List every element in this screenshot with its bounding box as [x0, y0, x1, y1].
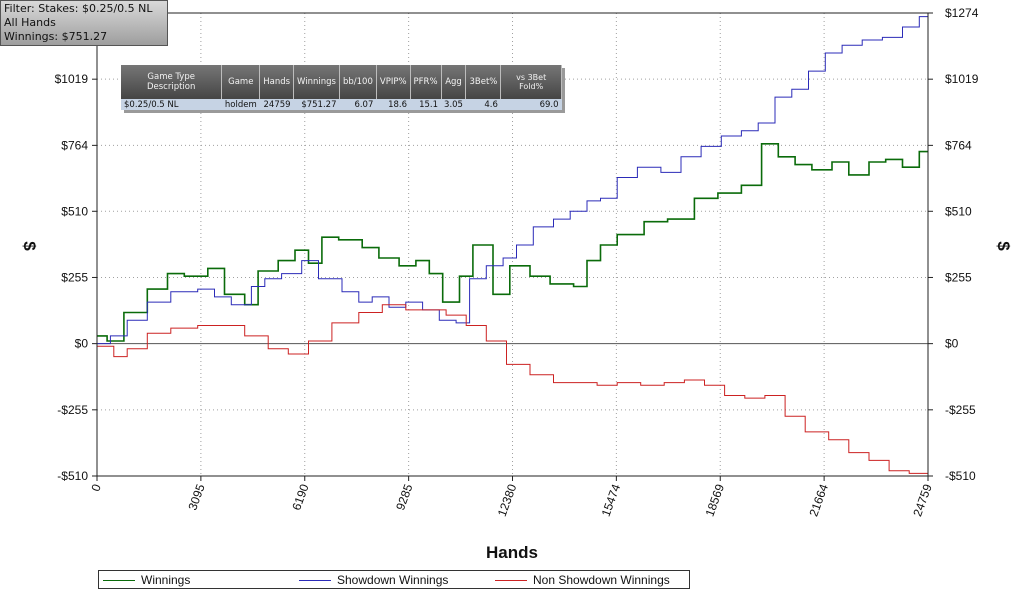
col-header-hands[interactable]: Hands — [259, 65, 295, 99]
col-header-game[interactable]: Game — [221, 65, 261, 99]
y-tick-label-left: $255 — [61, 270, 88, 284]
y-tick-label-right: -$510 — [945, 469, 976, 483]
y-tick-label-left: -$510 — [57, 469, 88, 483]
chart-legend: Winnings Showdown Winnings Non Showdown … — [98, 570, 690, 589]
x-tick-label: 12380 — [495, 482, 520, 518]
x-tick-label: 18569 — [702, 482, 727, 518]
y-tick-label-right: $510 — [945, 204, 972, 218]
x-tick-label: 24759 — [910, 482, 935, 518]
legend-swatch-showdown — [299, 579, 331, 581]
filter-info-box: Filter: Stakes: $0.25/0.5 NL All Hands W… — [0, 0, 168, 46]
series-line-winnings — [97, 143, 928, 342]
col-header-game-type[interactable]: Game Type Description — [121, 65, 223, 99]
legend-item-showdown[interactable]: Showdown Winnings — [299, 572, 448, 588]
legend-label-winnings: Winnings — [141, 573, 191, 587]
cell-winnings: $751.27 — [293, 99, 340, 110]
series-line-non_showdown — [97, 304, 929, 476]
legend-swatch-winnings — [103, 579, 135, 581]
y-tick-label-right: $764 — [945, 138, 972, 152]
cell-hands: 24759 — [259, 99, 294, 110]
cell-vs3bet-fold: 69.0 — [500, 99, 562, 110]
y-tick-label-left: $764 — [61, 138, 88, 152]
y-tick-label-right: $1019 — [945, 72, 979, 86]
x-tick-label: 15474 — [599, 482, 624, 518]
plot-frame — [96, 12, 929, 477]
x-axis-title: Hands — [486, 543, 538, 562]
cell-pfr: 15.1 — [410, 99, 442, 110]
cell-game: holdem — [221, 99, 260, 110]
y-axis-title-left: $ — [20, 241, 39, 251]
col-header-vpip[interactable]: VPIP% — [376, 65, 411, 99]
y-tick-label-right: $1274 — [945, 6, 979, 20]
filter-hands-text: All Hands — [4, 16, 56, 29]
grid-lines — [97, 13, 928, 476]
stats-header-row: Game Type Description Game Hands Winning… — [121, 65, 562, 99]
legend-item-winnings[interactable]: Winnings — [103, 572, 190, 588]
x-tick-label: 0 — [88, 482, 104, 493]
y-tick-label-left: $510 — [61, 204, 88, 218]
y-tick-label-right: $255 — [945, 270, 972, 284]
x-tick-label: 21664 — [806, 482, 831, 518]
y-tick-label-right: $0 — [945, 337, 959, 351]
x-tick-label: 3095 — [185, 482, 207, 512]
legend-label-non-showdown: Non Showdown Winnings — [533, 573, 670, 587]
filter-stakes-text: Filter: Stakes: $0.25/0.5 NL — [4, 2, 153, 15]
x-tick-label: 6190 — [289, 482, 311, 512]
legend-item-non-showdown[interactable]: Non Showdown Winnings — [495, 572, 670, 588]
col-header-bb100[interactable]: bb/100 — [339, 65, 377, 99]
filter-winnings-text: Winnings: $751.27 — [4, 30, 108, 43]
series-lines — [97, 14, 929, 476]
col-header-winnings[interactable]: Winnings — [293, 65, 340, 99]
stats-table: Game Type Description Game Hands Winning… — [121, 65, 562, 110]
cell-agg: 3.05 — [441, 99, 466, 110]
cell-game-type: $0.25/0.5 NL — [121, 99, 222, 110]
table-row[interactable]: $0.25/0.5 NL holdem 24759 $751.27 6.07 1… — [121, 99, 562, 110]
legend-swatch-non-showdown — [495, 579, 527, 581]
x-tick-label: 9285 — [393, 482, 415, 512]
col-header-pfr[interactable]: PFR% — [410, 65, 442, 99]
y-axis-title-right: $ — [994, 241, 1013, 251]
y-tick-label-left: -$255 — [57, 403, 88, 417]
y-tick-label-right: -$255 — [945, 403, 976, 417]
series-line-showdown — [97, 14, 929, 345]
y-tick-label-left: $1019 — [55, 72, 89, 86]
col-header-agg[interactable]: Agg — [441, 65, 467, 99]
cell-3bet: 4.6 — [465, 99, 501, 110]
col-header-3bet[interactable]: 3Bet% — [465, 65, 502, 99]
cell-vpip: 18.6 — [376, 99, 411, 110]
legend-label-showdown: Showdown Winnings — [337, 573, 449, 587]
y-tick-label-left: $0 — [75, 337, 89, 351]
cell-bb100: 6.07 — [339, 99, 377, 110]
col-header-vs3bet-fold[interactable]: vs 3Bet Fold% — [500, 65, 562, 99]
